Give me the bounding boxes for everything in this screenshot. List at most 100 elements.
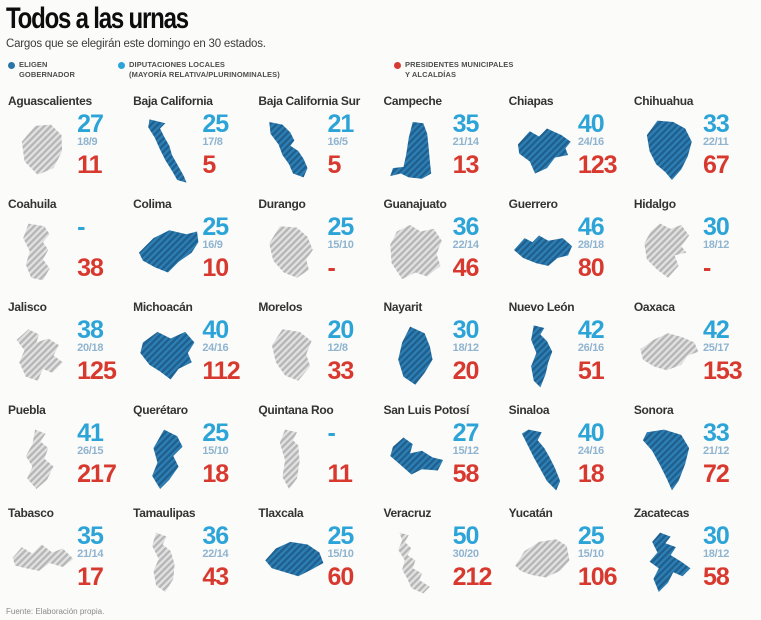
state-name: Zacatecas bbox=[633, 506, 690, 520]
mayoria-pluri-split: 22/14 bbox=[202, 547, 229, 560]
state-cell-body: 40 24/16 18 bbox=[509, 420, 630, 500]
municipios-count: 5 bbox=[202, 150, 216, 179]
mayoria-pluri-split: 16/5 bbox=[327, 135, 348, 148]
state-silhouette bbox=[390, 224, 442, 280]
state-map-shape bbox=[390, 224, 442, 280]
state-map bbox=[258, 420, 327, 500]
state-name: Morelos bbox=[258, 300, 303, 314]
state-cell: Tlaxcala 25 15/10 60 bbox=[256, 504, 379, 607]
legend-line: Y ALCALDÍAS bbox=[405, 69, 457, 79]
state-map-shape bbox=[21, 124, 62, 175]
state-cell: Michoacán 40 24/16 112 bbox=[131, 298, 254, 401]
state-name: Tlaxcala bbox=[258, 506, 304, 520]
municipios-count: - bbox=[702, 253, 711, 282]
state-map-shape bbox=[147, 119, 187, 183]
mayoria-pluri-split: 24/16 bbox=[577, 444, 604, 457]
municipios-dot-icon bbox=[394, 62, 401, 69]
state-name: Veracruz bbox=[383, 506, 432, 520]
governor-dot-icon bbox=[8, 62, 15, 69]
diputaciones-count: 46 bbox=[577, 213, 605, 241]
municipios-count: 217 bbox=[77, 459, 117, 488]
state-cell: San Luis Potosí 27 15/12 58 bbox=[381, 401, 504, 504]
diputaciones-count: 30 bbox=[452, 316, 480, 344]
state-cell: Durango 25 15/10 - bbox=[256, 195, 379, 298]
state-numbers: 40 24/16 18 bbox=[578, 420, 630, 486]
mayoria-pluri-split: 22/14 bbox=[452, 238, 479, 251]
state-map-shape bbox=[514, 235, 573, 266]
state-map bbox=[133, 420, 202, 500]
page-title: Todos a las urnas bbox=[6, 2, 189, 35]
state-cell: Zacatecas 30 18/12 58 bbox=[632, 504, 755, 607]
state-map bbox=[634, 317, 703, 397]
state-name: Sonora bbox=[633, 403, 674, 417]
state-cell-body: 25 15/10 18 bbox=[133, 420, 254, 500]
municipios-count: 20 bbox=[452, 356, 480, 385]
municipios-count: 112 bbox=[202, 356, 240, 385]
state-cell-body: 30 18/12 - bbox=[634, 214, 755, 294]
state-map bbox=[133, 111, 202, 191]
diputaciones-count: 33 bbox=[702, 419, 730, 447]
state-name: Jalisco bbox=[8, 300, 47, 314]
state-cell-body: 25 17/8 5 bbox=[133, 111, 254, 191]
state-map bbox=[8, 111, 77, 191]
municipios-count: 125 bbox=[77, 356, 117, 385]
state-cell: Colima 25 16/9 10 bbox=[131, 195, 254, 298]
legend-line: PRESIDENTES MUNICIPALES bbox=[405, 60, 514, 69]
diputaciones-count: 25 bbox=[327, 213, 354, 241]
state-name: Colima bbox=[133, 197, 172, 211]
state-cell: Veracruz 50 30/20 212 bbox=[381, 504, 504, 607]
state-name: Oaxaca bbox=[633, 300, 675, 314]
state-map bbox=[509, 420, 578, 500]
states-grid: Aguascalientes 27 18/9 11 Baja Californi… bbox=[6, 92, 755, 607]
mayoria-pluri-split: 21/14 bbox=[452, 135, 479, 148]
state-numbers: 33 22/11 67 bbox=[703, 111, 755, 177]
state-cell: Tabasco 35 21/14 17 bbox=[6, 504, 129, 607]
diputaciones-count: - bbox=[77, 213, 85, 241]
state-name: Hidalgo bbox=[633, 197, 676, 211]
state-numbers: 30 18/12 20 bbox=[453, 317, 505, 383]
state-numbers: - 11 bbox=[327, 420, 379, 486]
state-name: Querétaro bbox=[133, 403, 188, 417]
diputaciones-count: 21 bbox=[327, 110, 354, 138]
state-cell-body: - 38 bbox=[8, 214, 129, 294]
mayoria-pluri-split: 15/10 bbox=[327, 547, 354, 560]
state-silhouette bbox=[647, 120, 693, 181]
state-numbers: 21 16/5 5 bbox=[327, 111, 379, 177]
state-name: Tamaulipas bbox=[133, 506, 196, 520]
state-silhouette bbox=[269, 226, 313, 278]
state-map-shape bbox=[398, 532, 430, 594]
mayoria-pluri-split: 26/16 bbox=[577, 341, 604, 354]
state-map bbox=[258, 214, 327, 294]
state-cell: Nuevo León 42 26/16 51 bbox=[507, 298, 630, 401]
state-map-shape bbox=[265, 541, 324, 577]
state-map-shape bbox=[279, 429, 300, 490]
state-cell-body: 30 18/12 20 bbox=[383, 317, 504, 397]
state-map bbox=[634, 420, 703, 500]
state-cell-body: 27 15/12 58 bbox=[383, 420, 504, 500]
diputaciones-count: 38 bbox=[77, 316, 104, 344]
state-silhouette bbox=[514, 235, 573, 266]
state-map-shape bbox=[269, 121, 308, 178]
state-silhouette bbox=[265, 541, 324, 577]
mayoria-pluri-split: 17/8 bbox=[202, 135, 223, 148]
diputaciones-count: 30 bbox=[702, 522, 730, 550]
state-numbers: 33 21/12 72 bbox=[703, 420, 755, 486]
state-cell: Guanajuato 36 22/14 46 bbox=[381, 195, 504, 298]
state-numbers: - 38 bbox=[77, 214, 129, 280]
state-cell: Hidalgo 30 18/12 - bbox=[632, 195, 755, 298]
diputaciones-count: 40 bbox=[577, 110, 605, 138]
diputaciones-count: 27 bbox=[77, 110, 104, 138]
state-numbers: 25 15/10 - bbox=[327, 214, 379, 280]
municipios-count: 11 bbox=[327, 459, 352, 488]
state-cell-body: 38 20/18 125 bbox=[8, 317, 129, 397]
state-cell-body: 36 22/14 46 bbox=[383, 214, 504, 294]
state-map-shape bbox=[151, 532, 175, 593]
mayoria-pluri-split bbox=[77, 239, 129, 252]
mayoria-pluri-split: 28/18 bbox=[577, 238, 604, 251]
state-cell: Puebla 41 26/15 217 bbox=[6, 401, 129, 504]
state-name: Coahuila bbox=[8, 197, 57, 211]
state-map-shape bbox=[522, 429, 561, 491]
state-map-shape bbox=[138, 230, 199, 273]
state-map bbox=[133, 523, 202, 603]
state-cell-body: 50 30/20 212 bbox=[383, 523, 504, 603]
